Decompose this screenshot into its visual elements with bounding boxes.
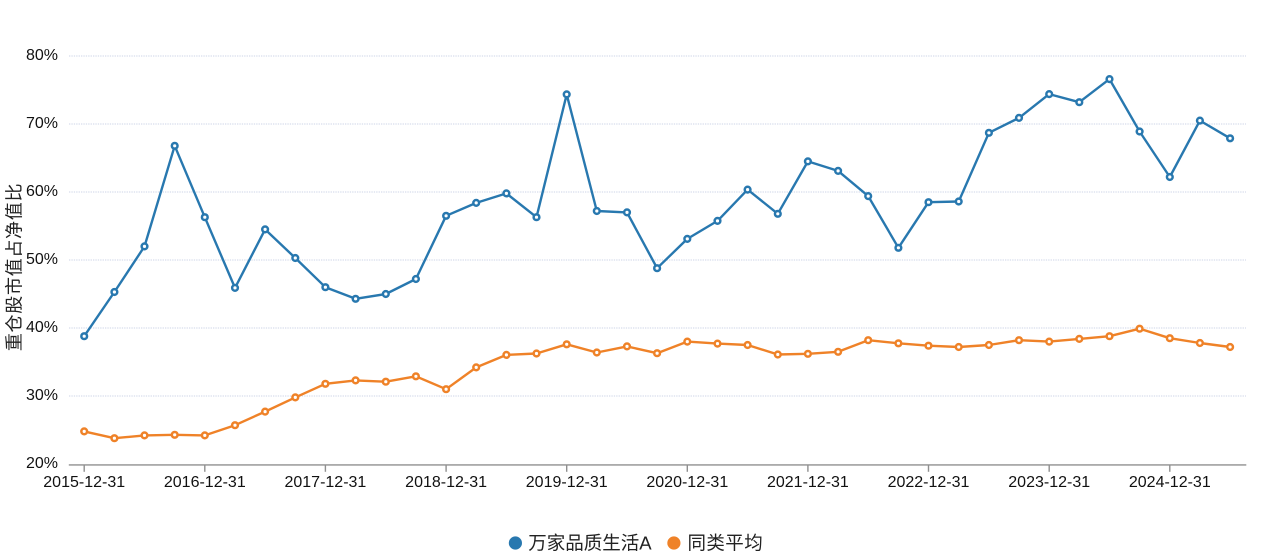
svg-text:2018-12-31: 2018-12-31 xyxy=(405,474,487,491)
svg-text:40%: 40% xyxy=(26,319,58,336)
svg-text:2017-12-31: 2017-12-31 xyxy=(284,474,366,491)
svg-text:60%: 60% xyxy=(26,183,58,200)
svg-text:50%: 50% xyxy=(26,251,58,268)
svg-text:2024-12-31: 2024-12-31 xyxy=(1129,474,1211,491)
svg-text:2019-12-31: 2019-12-31 xyxy=(526,474,608,491)
svg-text:万家品质生活A: 万家品质生活A xyxy=(528,532,652,553)
svg-text:2022-12-31: 2022-12-31 xyxy=(888,474,970,491)
svg-text:30%: 30% xyxy=(26,387,58,404)
svg-text:同类平均: 同类平均 xyxy=(688,532,764,553)
svg-text:2020-12-31: 2020-12-31 xyxy=(646,474,728,491)
svg-text:2016-12-31: 2016-12-31 xyxy=(164,474,246,491)
svg-text:20%: 20% xyxy=(26,455,58,472)
svg-text:2015-12-31: 2015-12-31 xyxy=(43,474,125,491)
svg-text:70%: 70% xyxy=(26,115,58,132)
svg-text:2023-12-31: 2023-12-31 xyxy=(1008,474,1090,491)
svg-text:重仓股市值占净值比: 重仓股市值占净值比 xyxy=(5,183,25,351)
svg-text:80%: 80% xyxy=(26,47,58,64)
svg-text:2021-12-31: 2021-12-31 xyxy=(767,474,849,491)
